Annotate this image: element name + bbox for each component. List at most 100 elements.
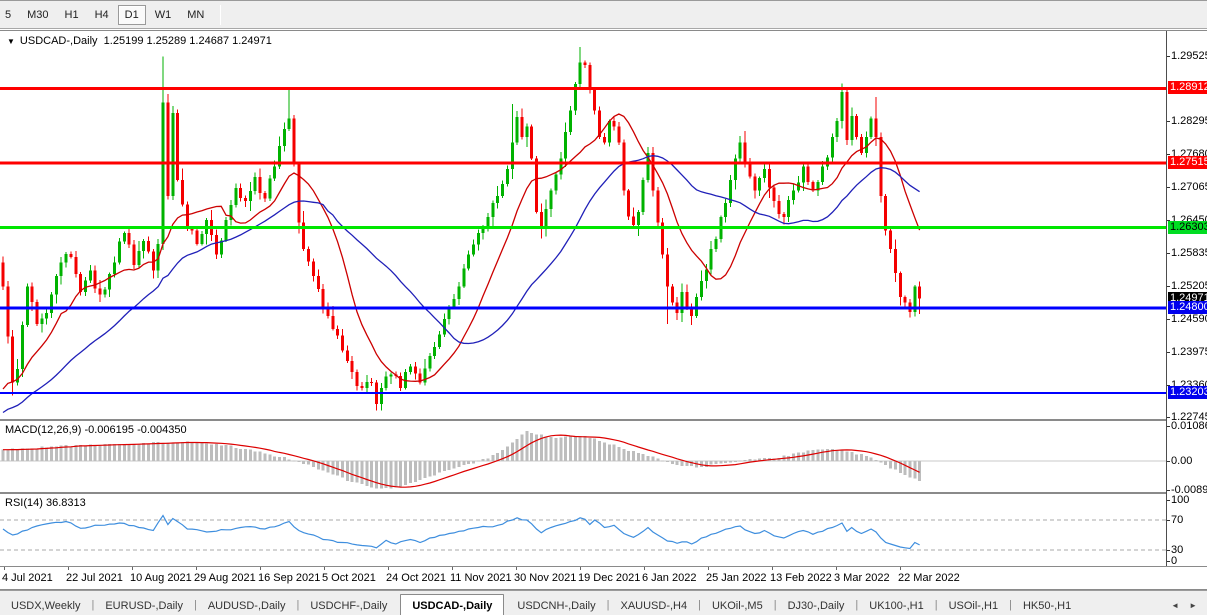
timeframe-button-h1[interactable]: H1 bbox=[64, 8, 79, 21]
toolbar-separator bbox=[220, 4, 222, 25]
date-tick-mark bbox=[644, 567, 645, 570]
chart-tab-usdchf-daily[interactable]: USDCHF-,Daily bbox=[310, 600, 388, 612]
price-axis-tick: 1.23975 bbox=[1171, 345, 1207, 358]
axis-tick-mark bbox=[1167, 489, 1170, 491]
chart-ohlc-values: 1.25199 1.25289 1.24687 1.24971 bbox=[103, 35, 272, 47]
date-axis-label: 22 Jul 2021 bbox=[66, 572, 123, 584]
tab-separator: | bbox=[698, 599, 701, 611]
rsi-axis-tick: 100 bbox=[1171, 494, 1190, 506]
date-axis-label: 19 Dec 2021 bbox=[578, 572, 641, 584]
chart-tab-dj30-daily[interactable]: DJ30-,Daily bbox=[787, 600, 845, 612]
timeframe-button-mn[interactable]: MN bbox=[187, 8, 205, 21]
tab-separator: | bbox=[193, 599, 197, 611]
chart-title: ▼ USDCAD-,Daily 1.25199 1.25289 1.24687 1… bbox=[7, 35, 272, 47]
date-tick-mark bbox=[516, 567, 517, 570]
tab-separator: | bbox=[773, 599, 777, 611]
macd-axis-tick: 0.010869 bbox=[1171, 419, 1207, 432]
rsi-axis-tick: 0 bbox=[1171, 555, 1178, 567]
chart-tab-hk50-h1[interactable]: HK50-,H1 bbox=[1022, 600, 1072, 612]
price-level-badge: 1.28912 bbox=[1168, 81, 1207, 95]
timeframe-toolbar: 5 M30 H1 H4 D1 W1 MN bbox=[0, 1, 1207, 29]
axis-tick-mark bbox=[1167, 550, 1170, 551]
timeframe-button-w1[interactable]: W1 bbox=[154, 8, 172, 21]
price-macd-divider[interactable] bbox=[0, 419, 1207, 421]
chart-tab-usdcad-daily[interactable]: USDCAD-,Daily bbox=[400, 594, 505, 615]
date-tick-mark bbox=[388, 567, 389, 570]
timeframe-button-d1[interactable]: D1 bbox=[117, 4, 146, 25]
price-axis[interactable]: 1.295251.282951.276801.270651.264501.258… bbox=[1167, 31, 1207, 567]
date-axis-label: 6 Jan 2022 bbox=[642, 572, 697, 584]
chart-tab-usdx-weekly[interactable]: USDX,Weekly bbox=[11, 600, 81, 612]
date-axis-label: 11 Nov 2021 bbox=[450, 572, 512, 584]
price-level-badge: 1.26303 bbox=[1168, 220, 1207, 234]
dateaxis-bottom-border bbox=[0, 589, 1207, 590]
axis-tick-mark bbox=[1167, 121, 1170, 123]
date-axis-label: 10 Aug 2021 bbox=[130, 572, 192, 584]
rsi-axis-tick: 70 bbox=[1171, 514, 1184, 526]
macd-indicator-plot[interactable] bbox=[0, 421, 1166, 492]
chart-tab-usoil-h1[interactable]: USOil-,H1 bbox=[948, 600, 999, 612]
date-tick-mark bbox=[580, 567, 581, 570]
axis-tick-mark bbox=[1167, 187, 1170, 188]
axis-tick-mark bbox=[1167, 520, 1170, 521]
tab-separator: | bbox=[934, 599, 938, 611]
date-tick-mark bbox=[260, 567, 261, 570]
chart-tab-bar: USDX,Weekly | EURUSD-,Daily | AUDUSD-,Daily |… bbox=[0, 590, 1207, 615]
date-axis-label: 5 Oct 2021 bbox=[322, 572, 376, 584]
tab-scroll-left-icon[interactable]: ◄ bbox=[1171, 601, 1180, 610]
timeframe-button-5[interactable]: 5 bbox=[5, 8, 12, 21]
date-tick-mark bbox=[4, 567, 5, 570]
date-tick-mark bbox=[452, 567, 453, 570]
date-axis-label: 16 Sep 2021 bbox=[258, 572, 321, 584]
tab-separator: | bbox=[296, 599, 300, 611]
macd-indicator-label: MACD(12,26,9) -0.006195 -0.004350 bbox=[5, 424, 187, 436]
panel-separator[interactable] bbox=[0, 30, 1207, 31]
axis-tick-mark bbox=[1167, 286, 1170, 288]
price-level-badge: 1.27515 bbox=[1168, 156, 1207, 169]
chart-tab-audusd-daily[interactable]: AUDUSD-,Daily bbox=[207, 600, 286, 612]
price-level-badge: 1.23203 bbox=[1168, 385, 1207, 399]
chart-symbol-label: USDCAD-,Daily bbox=[19, 35, 98, 47]
chart-tab-ukoil-m5[interactable]: UKOil-,M5 bbox=[711, 600, 763, 612]
timeframe-button-m30[interactable]: M30 bbox=[27, 8, 49, 21]
date-tick-mark bbox=[772, 567, 773, 570]
price-axis-tick: 1.28295 bbox=[1171, 115, 1207, 128]
date-axis-label: 24 Oct 2021 bbox=[386, 572, 446, 584]
chart-tab-xauusd-h4[interactable]: XAUUSD-,H4 bbox=[620, 600, 688, 612]
price-axis-tick: 1.22745 bbox=[1171, 411, 1207, 424]
date-tick-mark bbox=[900, 567, 901, 570]
macd-rsi-divider[interactable] bbox=[0, 492, 1207, 494]
price-level-badge: 1.24800 bbox=[1168, 300, 1207, 314]
rsi-axis-tick: 30 bbox=[1171, 544, 1184, 556]
tab-scroll-right-icon[interactable]: ► bbox=[1189, 601, 1197, 610]
date-tick-mark bbox=[708, 567, 709, 570]
rsi-indicator-plot[interactable] bbox=[0, 494, 1166, 566]
date-axis-label: 3 Mar 2022 bbox=[834, 572, 890, 584]
price-axis-border bbox=[1166, 31, 1167, 566]
date-axis-label: 30 Nov 2021 bbox=[514, 572, 577, 584]
date-axis-label: 25 Jan 2022 bbox=[706, 572, 767, 584]
tab-separator: | bbox=[855, 599, 859, 611]
axis-tick-mark bbox=[1167, 154, 1170, 156]
chart-tab-uk100-h1[interactable]: UK100-,H1 bbox=[869, 600, 924, 612]
date-tick-mark bbox=[68, 567, 69, 570]
price-chart-plot[interactable] bbox=[0, 31, 1166, 419]
date-axis-label: 29 Aug 2021 bbox=[194, 572, 256, 584]
axis-tick-mark bbox=[1167, 252, 1170, 254]
axis-tick-mark bbox=[1167, 425, 1170, 427]
chart-menu-collapse-icon[interactable]: ▼ bbox=[7, 37, 15, 46]
chart-tab-eurusd-daily[interactable]: EURUSD-,Daily bbox=[105, 600, 183, 612]
price-axis-tick: 1.29525 bbox=[1171, 49, 1207, 62]
rsi-dateaxis-divider bbox=[0, 566, 1207, 567]
axis-tick-mark bbox=[1167, 55, 1170, 57]
axis-tick-mark bbox=[1167, 219, 1170, 221]
price-axis-tick: 1.27065 bbox=[1171, 181, 1207, 193]
price-axis-tick: 1.25835 bbox=[1171, 246, 1207, 259]
date-axis[interactable]: 4 Jul 2021 22 Jul 2021 10 Aug 2021 29 Aug 2… bbox=[0, 567, 1166, 589]
price-axis-tick: 1.25205 bbox=[1171, 280, 1207, 293]
date-axis-label: 22 Mar 2022 bbox=[898, 572, 960, 584]
timeframe-button-h4[interactable]: H4 bbox=[94, 8, 109, 21]
date-tick-mark bbox=[196, 567, 197, 570]
chart-tab-usdcnh-daily[interactable]: USDCNH-,Daily bbox=[517, 600, 596, 612]
tab-separator: | bbox=[91, 599, 95, 611]
